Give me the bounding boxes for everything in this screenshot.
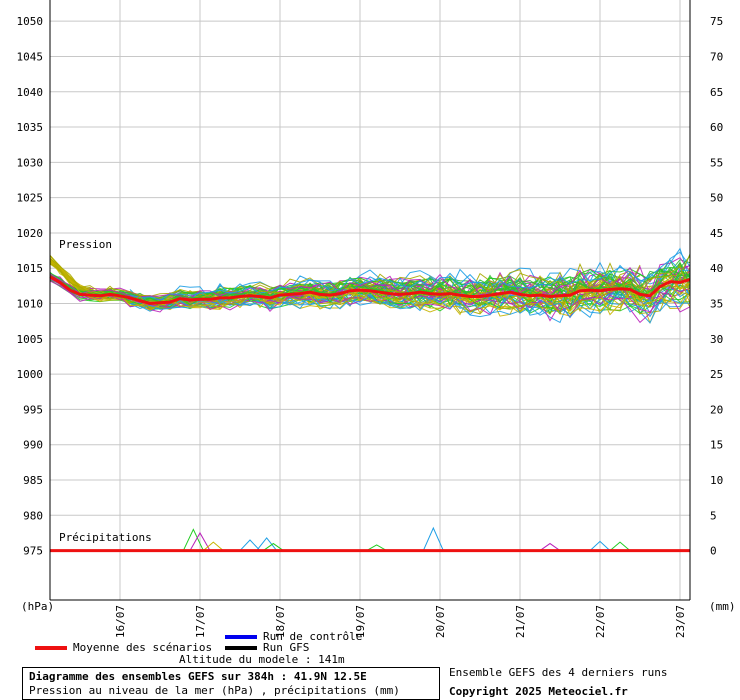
- legend-mean: Moyenne des scénarios: [35, 642, 212, 654]
- ensemble-member-line: [129, 290, 690, 319]
- precip-member-line: [589, 540, 611, 551]
- right-tick-label: 25: [710, 368, 723, 381]
- info-box: Diagramme des ensembles GEFS sur 384h : …: [22, 667, 440, 700]
- precip-member-line: [203, 541, 224, 551]
- date-tick-label: 19/07: [354, 605, 367, 638]
- ensemble-member-line: [49, 278, 691, 313]
- legend-control-label: Run de contrôle: [263, 630, 363, 643]
- copyright: Copyright 2025 Meteociel.fr: [449, 685, 628, 698]
- left-tick-label: 1050: [17, 15, 44, 28]
- pressure-annotation: Pression: [59, 238, 112, 251]
- right-tick-label: 10: [710, 474, 723, 487]
- precip-member-line: [366, 544, 387, 552]
- right-tick-label: 70: [710, 50, 723, 63]
- ensemble-member-line: [49, 262, 691, 315]
- mean-series: [49, 275, 691, 553]
- ensemble-member-line: [49, 254, 691, 299]
- right-tick-label: 35: [710, 298, 723, 311]
- precip-member-line: [539, 542, 561, 551]
- right-tick-label: 50: [710, 192, 723, 205]
- precip-member-line: [189, 531, 211, 551]
- runs-note: Ensemble GEFS des 4 derniers runs: [449, 666, 668, 679]
- ensemble-member-line: [49, 266, 641, 299]
- right-tick-label: 75: [710, 15, 723, 28]
- right-tick-label: 40: [710, 262, 723, 275]
- right-tick-label: 20: [710, 403, 723, 416]
- precip-member-line: [256, 537, 278, 551]
- left-tick-label: 1030: [17, 156, 44, 169]
- left-tick-label: 980: [23, 509, 43, 522]
- left-tick-label: 975: [23, 545, 43, 558]
- left-tick-label: 985: [23, 474, 43, 487]
- axes: 975 0 980 5 985 10 990 15 995 20 1000 25 1005 30 1010 3…: [17, 0, 723, 638]
- left-tick-label: 1035: [17, 121, 44, 134]
- altitude-text: Altitude du modele : 141m: [179, 654, 345, 666]
- right-tick-label: 60: [710, 121, 723, 134]
- right-unit-label: (mm): [709, 600, 736, 613]
- legend-control: Run de contrôle: [225, 631, 362, 643]
- left-tick-label: 1045: [17, 50, 44, 63]
- right-tick-label: 30: [710, 333, 723, 346]
- control-swatch: [225, 635, 257, 639]
- left-unit-label: (hPa): [21, 600, 54, 613]
- date-tick-label: 16/07: [114, 605, 127, 638]
- precip-member-line: [263, 542, 284, 551]
- right-tick-label: 65: [710, 86, 723, 99]
- left-tick-label: 990: [23, 439, 43, 452]
- legend-gfs: Run GFS: [225, 642, 309, 654]
- date-tick-label: 20/07: [434, 605, 447, 638]
- right-tick-label: 0: [710, 545, 717, 558]
- ensemble-member-line: [129, 259, 691, 301]
- legend-mean-label: Moyenne des scénarios: [73, 641, 213, 654]
- left-tick-label: 1025: [17, 192, 44, 205]
- left-tick-label: 1040: [17, 86, 44, 99]
- left-tick-label: 995: [23, 403, 43, 416]
- altitude-label: Altitude du modele : 141m: [179, 653, 345, 666]
- left-tick-label: 1015: [17, 262, 44, 275]
- left-tick-label: 1005: [17, 333, 44, 346]
- left-tick-label: 1000: [17, 368, 44, 381]
- date-tick-label: 21/07: [514, 605, 527, 638]
- ensemble-members: [49, 247, 691, 325]
- precip-annotation: Précipitations: [59, 531, 152, 544]
- right-tick-label: 55: [710, 156, 723, 169]
- mean-swatch: [35, 646, 67, 650]
- precip-members: [182, 526, 631, 552]
- chart-title: Diagramme des ensembles GEFS sur 384h : …: [29, 670, 367, 683]
- precip-member-line: [609, 541, 631, 551]
- gfs-swatch: [225, 646, 257, 650]
- date-tick-label: 18/07: [274, 605, 287, 638]
- precip-member-line: [239, 539, 261, 551]
- legend-gfs-label: Run GFS: [263, 641, 310, 654]
- date-tick-label: 22/07: [594, 605, 607, 638]
- right-tick-label: 15: [710, 439, 723, 452]
- axis-labels: (hPa) (mm) Pression Précipitations: [21, 238, 736, 613]
- right-tick-label: 45: [710, 227, 723, 240]
- chart-subtitle: Pression au niveau de la mer (hPa) , pré…: [29, 684, 400, 697]
- left-tick-label: 1010: [17, 298, 44, 311]
- date-tick-label: 17/07: [194, 605, 207, 638]
- left-tick-label: 1020: [17, 227, 44, 240]
- mean-pressure-line: [49, 275, 691, 306]
- precip-member-line: [182, 528, 204, 551]
- right-tick-label: 5: [710, 509, 717, 522]
- precip-member-line: [422, 526, 444, 551]
- date-tick-label: 23/07: [674, 605, 687, 638]
